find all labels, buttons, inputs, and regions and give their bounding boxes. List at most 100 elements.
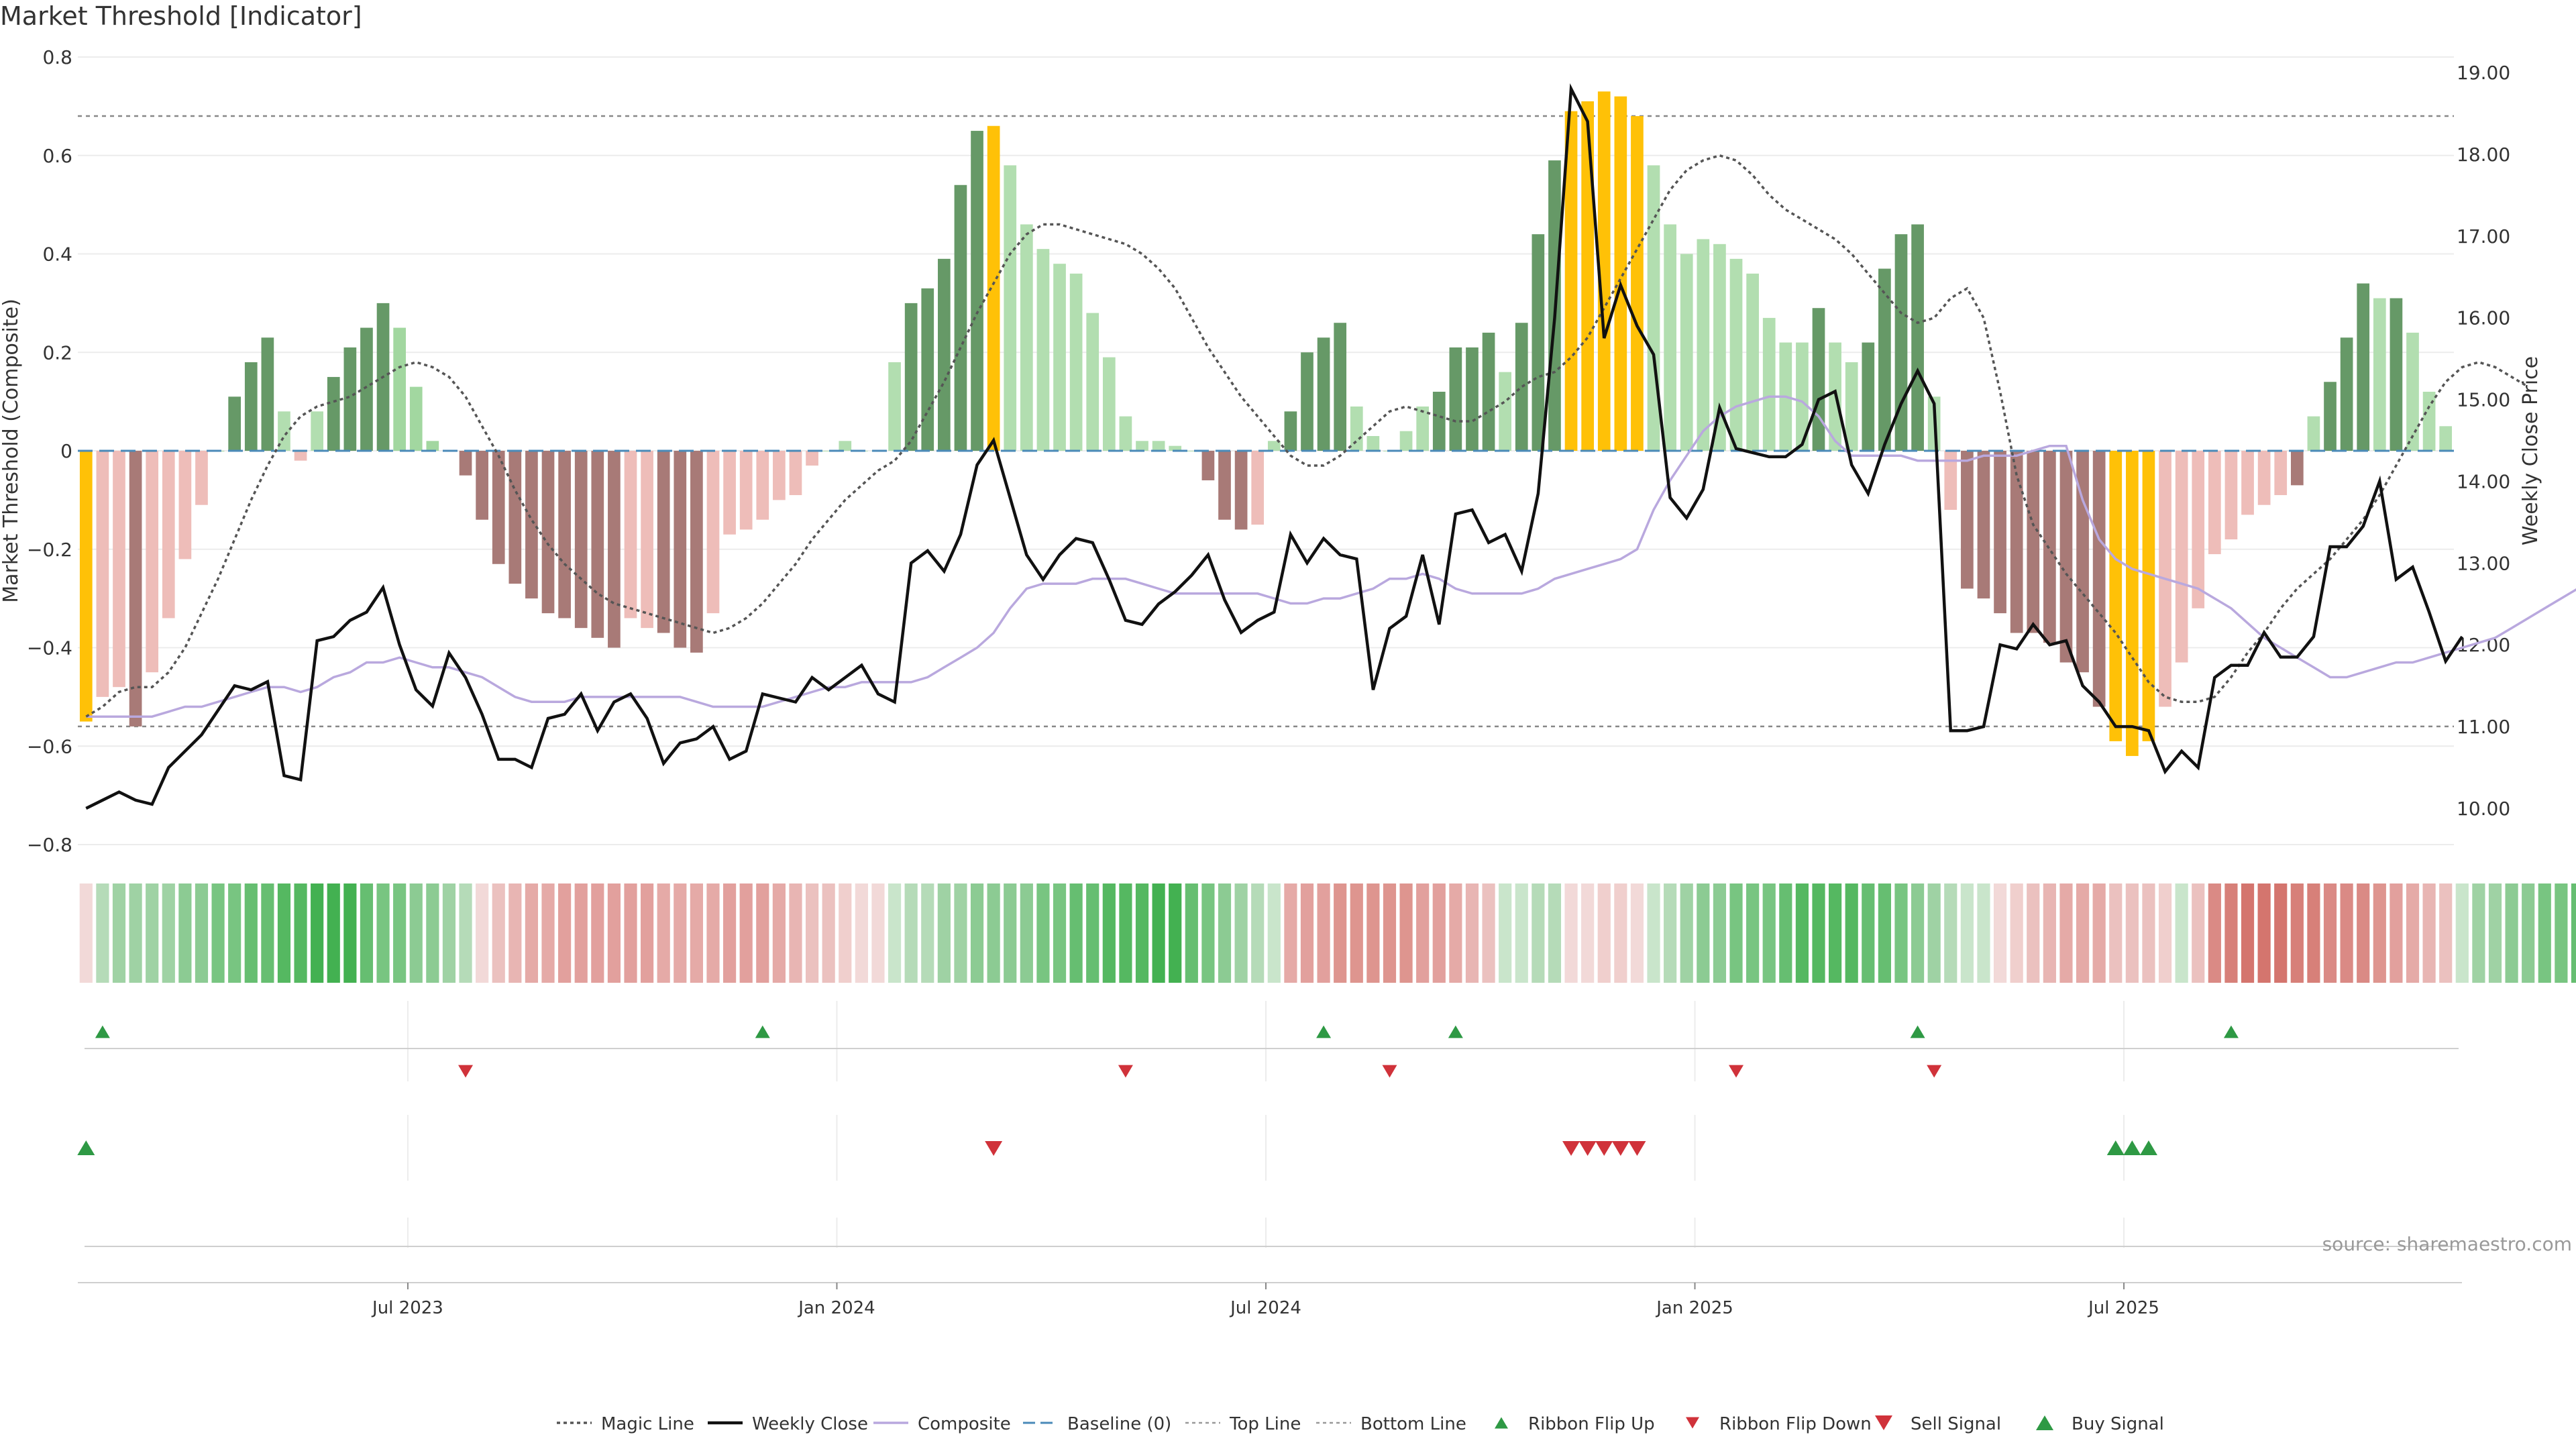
- ribbon-cell: [1664, 883, 1677, 983]
- y2-tick-label: 10.00: [2457, 798, 2510, 820]
- composite-bar: [1102, 357, 1116, 451]
- ribbon-cell: [2043, 883, 2056, 983]
- ribbon-cell: [1234, 883, 1248, 983]
- composite-bar: [706, 451, 720, 614]
- ribbon-cell: [904, 883, 918, 983]
- ribbon-cell: [1647, 883, 1660, 983]
- ribbon-cell: [1630, 883, 1644, 983]
- ribbon-cell: [1762, 883, 1776, 983]
- composite-bar: [228, 396, 241, 451]
- ribbon-cell: [1284, 883, 1297, 983]
- ribbon-cell: [376, 883, 390, 983]
- composite-bar: [789, 451, 802, 496]
- ribbon-cell: [1680, 883, 1693, 983]
- ribbon-cell: [1300, 883, 1314, 983]
- composite-bar: [1631, 116, 1644, 451]
- ribbon-cell: [2241, 883, 2255, 983]
- ribbon-flip-up-marker: [1448, 1025, 1463, 1038]
- ribbon-cell: [1729, 883, 1743, 983]
- ribbon-cell: [839, 883, 852, 983]
- composite-bar: [294, 451, 307, 461]
- composite-bar: [1614, 96, 1627, 451]
- composite-bar: [2406, 332, 2419, 451]
- composite-bar: [674, 451, 687, 648]
- ribbon-cell: [1878, 883, 1891, 983]
- ribbon-cell: [2406, 883, 2420, 983]
- ribbon-cell: [1812, 883, 1825, 983]
- y2-tick-label: 16.00: [2457, 307, 2510, 329]
- legend-label: Top Line: [1229, 1414, 1301, 1434]
- y-tick-label: −0.4: [27, 637, 72, 659]
- composite-bar: [723, 451, 736, 535]
- composite-bar: [624, 451, 637, 619]
- composite-bar: [690, 451, 703, 653]
- composite-bar: [2224, 451, 2238, 540]
- legend-label: Ribbon Flip Down: [1719, 1414, 1872, 1434]
- composite-bar: [1152, 441, 1165, 451]
- composite-bar: [574, 451, 588, 629]
- ribbon-cell: [772, 883, 786, 983]
- ribbon-cell: [1581, 883, 1595, 983]
- composite-bar: [1713, 244, 1726, 451]
- ribbon-cell: [1862, 883, 1875, 983]
- composite-bar: [1482, 332, 1495, 451]
- ribbon-cell: [2522, 883, 2535, 983]
- ribbon-cell: [1432, 883, 1446, 983]
- composite-bar: [393, 327, 406, 451]
- y-axis-label: Market Threshold (Composite): [0, 299, 23, 603]
- composite-bar: [2010, 451, 2023, 633]
- composite-bar: [1086, 313, 1099, 451]
- composite-bar: [2290, 451, 2304, 486]
- ribbon-cell: [2158, 883, 2172, 983]
- y2-tick-label: 14.00: [2457, 470, 2510, 492]
- composite-bar: [1647, 165, 1660, 451]
- legend-label: Bottom Line: [1360, 1414, 1466, 1434]
- y-tick-label: 0.6: [42, 145, 72, 167]
- composite-bar: [1036, 249, 1050, 451]
- ribbon-cell: [409, 883, 423, 983]
- legend-label: Ribbon Flip Up: [1528, 1414, 1655, 1434]
- ribbon-flip-up-marker: [95, 1025, 110, 1038]
- ribbon-cell: [1829, 883, 1842, 983]
- ribbon-cell: [1135, 883, 1149, 983]
- y2-axis-label: Weekly Close Price: [2519, 356, 2542, 545]
- ribbon-cell: [2488, 883, 2502, 983]
- composite-bar: [558, 451, 571, 619]
- composite-bar: [178, 451, 192, 559]
- composite-bar: [1267, 441, 1281, 451]
- x-tick-label: Jul 2024: [1229, 1298, 1301, 1318]
- composite-bar: [1004, 165, 1017, 451]
- composite-bar: [1597, 91, 1611, 451]
- ribbon-cell: [1036, 883, 1050, 983]
- ribbon-cell: [624, 883, 637, 983]
- ribbon-cell: [2224, 883, 2238, 983]
- x-tick-label: Jan 2024: [797, 1298, 875, 1318]
- ribbon-cell: [1383, 883, 1397, 983]
- ribbon-cell: [921, 883, 934, 983]
- ribbon-cell: [327, 883, 340, 983]
- ribbon-flip-up-marker: [755, 1025, 770, 1038]
- composite-bar: [2142, 451, 2155, 741]
- composite-bar: [1911, 224, 1924, 451]
- composite-bar: [1466, 347, 1479, 451]
- composite-bar: [459, 451, 472, 476]
- composite-bar: [2324, 382, 2337, 451]
- ribbon-cell: [789, 883, 802, 983]
- composite-bar: [1350, 406, 1363, 451]
- composite-bar: [360, 327, 373, 451]
- source-label: source: sharemaestro.com: [2322, 1233, 2572, 1255]
- composite-bar: [541, 451, 555, 614]
- composite-bar: [608, 451, 621, 648]
- ribbon-cell: [541, 883, 555, 983]
- weekly-close-line: [85, 83, 2464, 810]
- ribbon-cell: [1086, 883, 1099, 983]
- composite-bar: [2109, 451, 2123, 741]
- sell-signal-marker: [1562, 1140, 1580, 1157]
- composite-bar: [739, 451, 753, 530]
- ribbon-cell: [756, 883, 769, 983]
- ribbon-cell: [1267, 883, 1281, 983]
- ribbon-cell: [1795, 883, 1809, 983]
- ribbon-flip-up-marker: [1910, 1025, 1925, 1038]
- ribbon-cell: [2109, 883, 2123, 983]
